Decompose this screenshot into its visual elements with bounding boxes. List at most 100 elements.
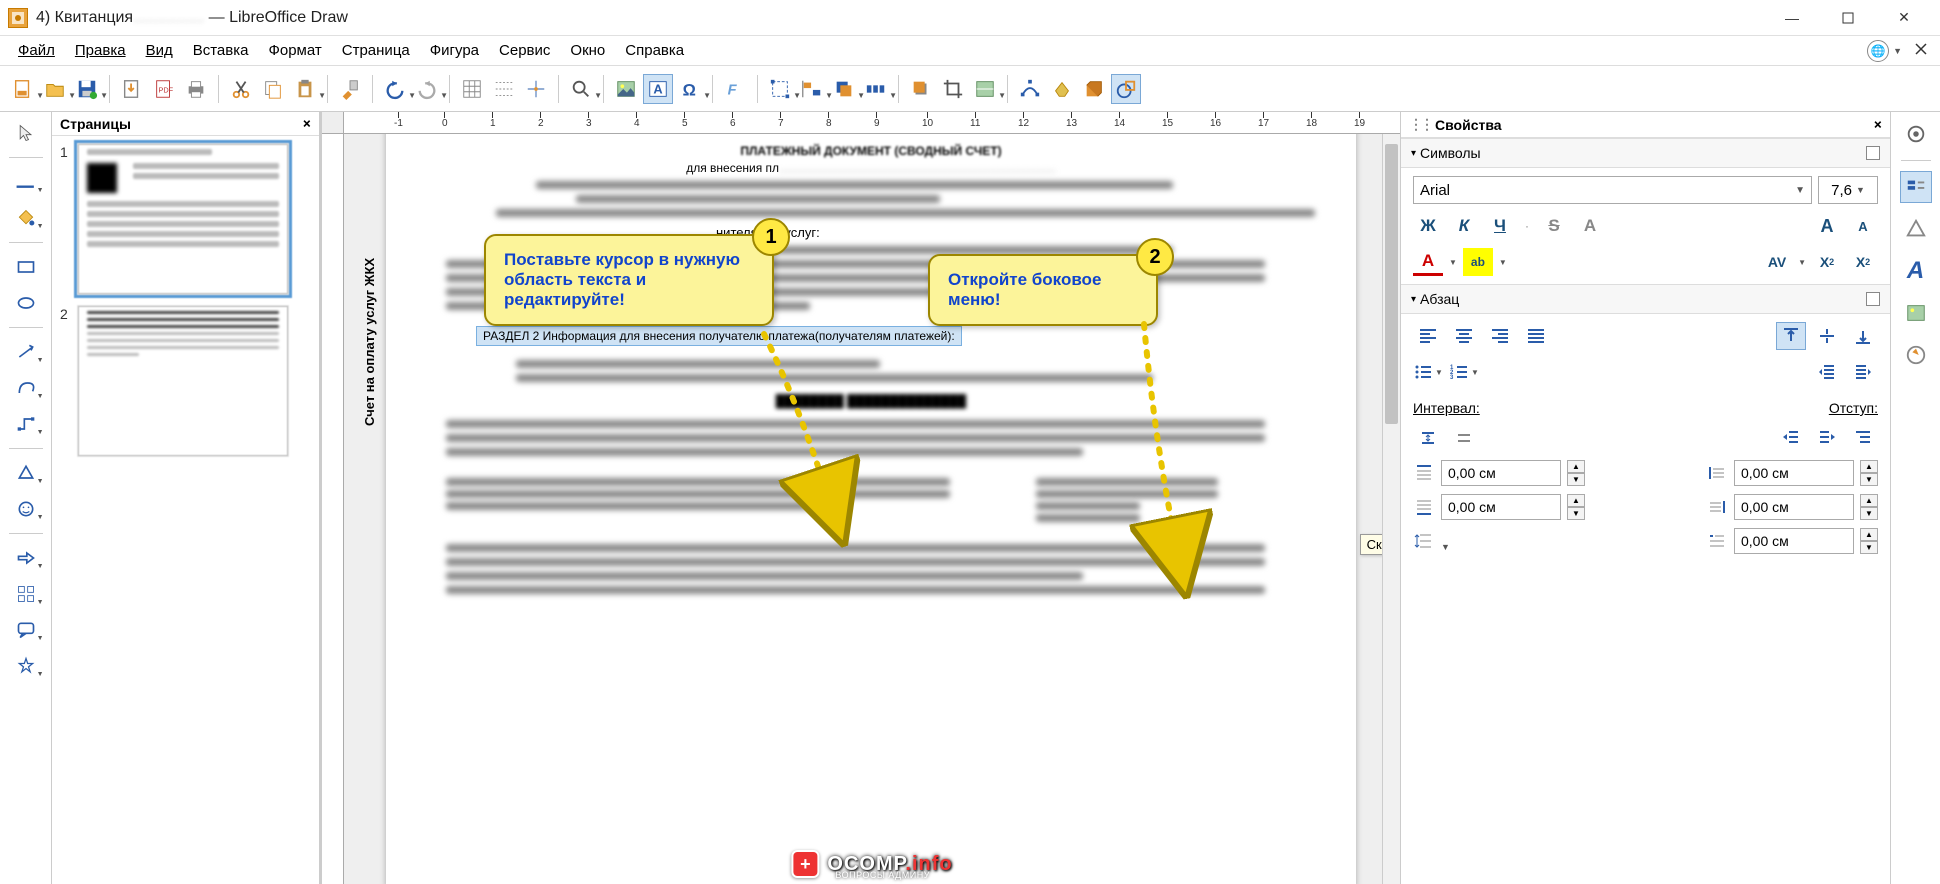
underline-button[interactable]: Ч [1485,212,1515,240]
menu-shape[interactable]: Фигура [420,38,489,63]
pointer-tool[interactable] [9,118,43,148]
menu-format[interactable]: Формат [258,38,331,63]
numbering-button[interactable]: 123▼ [1449,358,1479,386]
arrow-shapes-tool[interactable]: ▼ [9,543,43,573]
insert-image-button[interactable] [611,74,641,104]
menu-insert[interactable]: Вставка [183,38,259,63]
menu-page[interactable]: Страница [332,38,420,63]
page-thumb-1[interactable] [78,144,288,294]
fontwork-button[interactable]: F [720,74,750,104]
section-more-icon[interactable] [1866,292,1880,306]
highlighted-text-selection[interactable]: РАЗДЕЛ 2 Информация для внесения получат… [476,326,962,346]
minimize-button[interactable]: — [1764,0,1820,36]
sidebar-shapes-tab[interactable] [1900,213,1932,245]
callout-shapes-tool[interactable]: ▼ [9,615,43,645]
ellipse-tool[interactable] [9,288,43,318]
valign-bottom-button[interactable] [1848,322,1878,350]
save-button[interactable]: ▼ [72,74,102,104]
snap-button[interactable] [489,74,519,104]
pages-panel-close-icon[interactable]: × [303,116,311,132]
horizontal-ruler[interactable]: /* filled inline via loop below */ -1012… [344,112,1400,134]
clone-format-button[interactable] [335,74,365,104]
sidebar-styles-tab[interactable]: A [1900,255,1932,287]
rectangle-tool[interactable] [9,252,43,282]
spinner-down[interactable]: ▼ [1567,473,1585,486]
decrease-indent-button[interactable] [1848,358,1878,386]
spinner-up[interactable]: ▲ [1567,460,1585,473]
menu-edit[interactable]: Правка [65,38,136,63]
line-color-tool[interactable]: ▼ [9,167,43,197]
spinner-down[interactable]: ▼ [1860,507,1878,520]
spinner-up[interactable]: ▲ [1567,494,1585,507]
align-center-button[interactable] [1449,322,1479,350]
indent-dec-button[interactable] [1812,424,1842,452]
sidebar-properties-tab[interactable] [1900,171,1932,203]
grow-font-button[interactable]: A [1812,212,1842,240]
line-tool[interactable]: ▼ [9,337,43,367]
distribute-button[interactable]: ▼ [861,74,891,104]
spinner-up[interactable]: ▲ [1860,528,1878,541]
spinner-down[interactable]: ▼ [1860,541,1878,554]
vertical-ruler[interactable] [322,134,344,884]
new-doc-button[interactable]: ▼ [8,74,38,104]
shrink-font-button[interactable]: A [1848,212,1878,240]
export-pdf-button[interactable]: PDF [149,74,179,104]
spinner-up[interactable]: ▲ [1860,460,1878,473]
font-size-select[interactable]: 7,6▼ [1818,176,1878,204]
print-button[interactable] [181,74,211,104]
page-thumb-2[interactable] [78,306,288,456]
insert-textbox-button[interactable]: A [643,74,673,104]
flowchart-shapes-tool[interactable]: ▼ [9,579,43,609]
menu-help[interactable]: Справка [615,38,694,63]
close-button[interactable]: ✕ [1876,0,1932,36]
maximize-button[interactable] [1820,0,1876,36]
arrange-button[interactable]: ▼ [829,74,859,104]
section-symbols-header[interactable]: ▾Символы [1401,138,1890,168]
basic-shapes-tool[interactable]: ▼ [9,458,43,488]
points-button[interactable] [1015,74,1045,104]
redo-button[interactable]: ▼ [412,74,442,104]
italic-button[interactable]: К [1449,212,1479,240]
space-above-input[interactable] [1441,460,1561,486]
crop-button[interactable] [938,74,968,104]
subscript-button[interactable]: X2 [1848,248,1878,276]
shadow-text-button[interactable]: A [1575,212,1605,240]
menu-tools[interactable]: Сервис [489,38,560,63]
zoom-button[interactable]: ▼ [566,74,596,104]
indent-left-input[interactable] [1734,460,1854,486]
bullets-button[interactable]: ▼ [1413,358,1443,386]
symbol-shapes-tool[interactable]: ▼ [9,494,43,524]
scrollbar-thumb[interactable] [1385,144,1398,424]
spinner-up[interactable]: ▲ [1860,494,1878,507]
drawing-canvas[interactable]: Счет на оплату услуг ЖКХ ПЛАТЕЖНЫЙ ДОКУМ… [344,134,1400,884]
language-icon[interactable]: 🌐 [1867,40,1889,62]
highlight-color-button[interactable]: ab [1463,248,1493,276]
menu-file[interactable]: Файл [8,38,65,63]
insert-special-char-button[interactable]: Ω▼ [675,74,705,104]
menu-window[interactable]: Окно [560,38,615,63]
toggle-draw-button[interactable] [1111,74,1141,104]
increase-indent-button[interactable] [1812,358,1842,386]
align-button[interactable]: ▼ [797,74,827,104]
strike-button[interactable]: S [1539,212,1569,240]
menu-chevron-icon[interactable]: ▼ [1893,46,1902,56]
valign-middle-button[interactable] [1812,322,1842,350]
align-right-button[interactable] [1485,322,1515,350]
paste-button[interactable]: ▼ [290,74,320,104]
sidebar-settings-icon[interactable] [1900,118,1932,150]
open-button[interactable]: ▼ [40,74,70,104]
first-line-indent-input[interactable] [1734,528,1854,554]
bold-button[interactable]: Ж [1413,212,1443,240]
undo-button[interactable]: ▼ [380,74,410,104]
space-below-input[interactable] [1441,494,1561,520]
curve-tool[interactable]: ▼ [9,373,43,403]
align-left-button[interactable] [1413,322,1443,350]
spinner-down[interactable]: ▼ [1860,473,1878,486]
indent-right-input[interactable] [1734,494,1854,520]
font-name-select[interactable]: Arial▼ [1413,176,1812,204]
fill-color-tool[interactable]: ▼ [9,203,43,233]
spacing-inc-button[interactable] [1413,424,1443,452]
vertical-scrollbar[interactable] [1382,134,1400,884]
kerning-button[interactable]: AV [1762,248,1792,276]
cut-button[interactable] [226,74,256,104]
